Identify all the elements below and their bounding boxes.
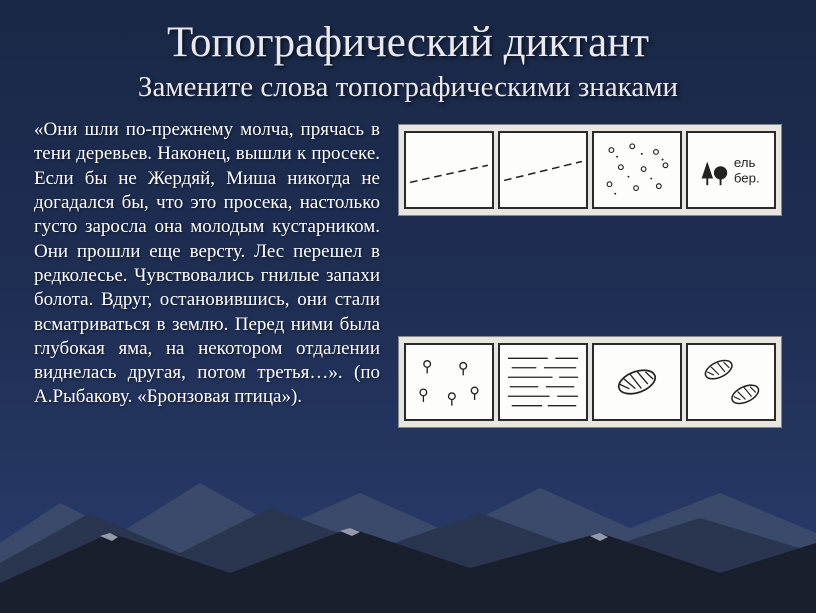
page-subtitle: Замените слова топографическими знаками bbox=[34, 71, 782, 104]
symbol-cell-pit-2 bbox=[686, 343, 776, 421]
symbol-cell-shrub bbox=[592, 131, 682, 209]
page-title: Топографический диктант bbox=[34, 18, 782, 67]
legend-strip-bottom bbox=[398, 336, 782, 428]
symbol-cell-clearing-2 bbox=[498, 131, 588, 209]
forest-label: ель bbox=[734, 155, 756, 170]
symbol-cell-sparse-forest: ель бер. bbox=[686, 131, 776, 209]
legend-strip-top: ель бер. bbox=[398, 124, 782, 216]
symbol-cell-pit-1 bbox=[592, 343, 682, 421]
forest-label-2: бер. bbox=[734, 170, 760, 185]
symbol-cell-clearing-1 bbox=[404, 131, 494, 209]
body-text: «Они шли по-прежнему молча, прячась в те… bbox=[34, 118, 380, 410]
symbol-cell-swamp bbox=[498, 343, 588, 421]
mountain-background bbox=[0, 433, 816, 613]
symbol-cell-sparse-woods bbox=[404, 343, 494, 421]
